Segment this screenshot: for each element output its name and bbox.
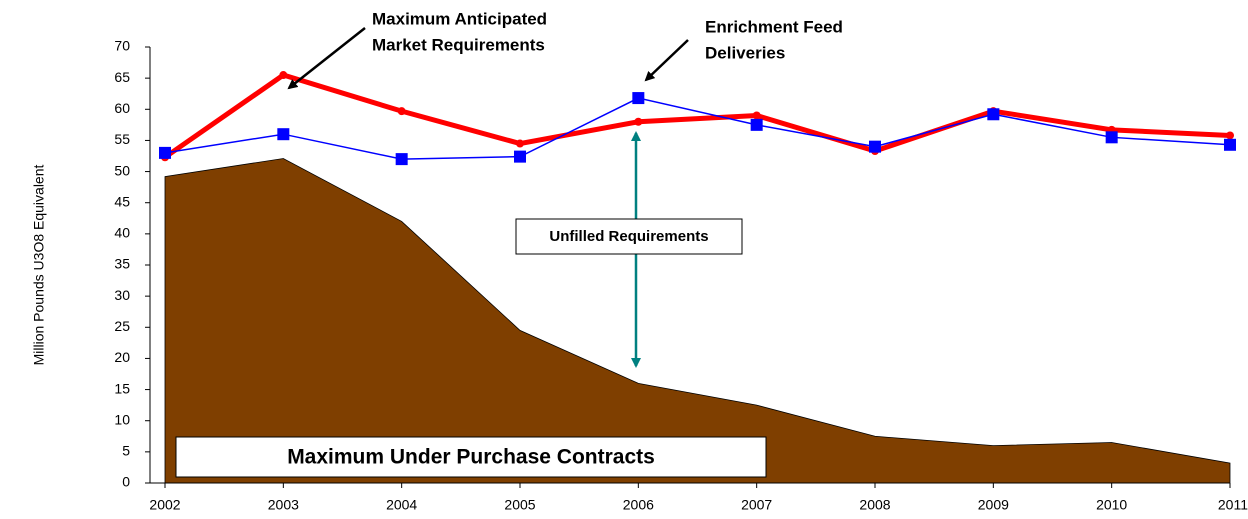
marker	[516, 139, 524, 148]
marker	[634, 117, 643, 126]
marker	[279, 71, 288, 80]
y-tick-label: 0	[122, 474, 130, 490]
x-tick-label: 2008	[859, 497, 890, 513]
x-tick-label: 2005	[504, 497, 535, 513]
annotation: Unfilled Requirements	[549, 228, 708, 245]
marker	[1226, 131, 1234, 140]
marker	[632, 92, 645, 105]
area	[164, 158, 1231, 484]
marker	[514, 150, 526, 163]
marker	[277, 128, 290, 141]
plot-area: 0 5 10 15 20 25 30 35 40 45 50 55 60 65 70 2002 2003 2004…	[114, 38, 1248, 513]
y-tick-label: 45	[114, 193, 130, 209]
x-tick-label: 2006	[623, 497, 654, 513]
y-tick-label: 55	[114, 131, 130, 147]
y-tick-label: 5	[122, 443, 130, 459]
y-tick-label: 35	[114, 256, 130, 272]
arrow	[287, 27, 366, 90]
arrow	[644, 39, 689, 82]
x-tick-label: 2002	[149, 497, 180, 513]
y-tick-label: 65	[114, 69, 130, 85]
y-tick-label: 40	[114, 225, 130, 241]
y-tick-label: 25	[114, 318, 130, 334]
line	[164, 97, 1231, 160]
annotation: Market Requirements	[372, 35, 545, 54]
marker	[395, 153, 408, 166]
marker	[987, 108, 1000, 121]
marker	[869, 140, 881, 153]
series-label: Maximum Under Purchase Contracts	[287, 446, 655, 469]
x-tick-label: 2004	[386, 497, 417, 513]
marker	[1224, 138, 1236, 151]
annotation: Enrichment Feed	[705, 17, 843, 36]
y-axis-label: Million Pounds U3O8 Equivalent	[31, 165, 47, 366]
x-tick-label: 2010	[1096, 497, 1127, 513]
x-tick-label: 2007	[741, 497, 772, 513]
y-tick-label: 50	[114, 162, 130, 178]
y-tick-label: 70	[114, 38, 130, 54]
marker	[750, 118, 763, 131]
series-label-box	[175, 436, 767, 478]
y-tick-label: 10	[114, 411, 130, 427]
y-tick-label: 15	[114, 380, 130, 396]
annotation: Maximum Anticipated	[372, 9, 547, 28]
marker	[159, 146, 171, 159]
marker	[752, 111, 761, 120]
annotation: Deliveries	[705, 43, 785, 62]
marker	[397, 107, 406, 116]
x-tick-label: 2009	[978, 497, 1009, 513]
x-tick-label: 2003	[268, 497, 299, 513]
line	[163, 72, 1231, 160]
x-tick-label: 2011	[1218, 497, 1248, 513]
y-tick-label: 20	[114, 349, 130, 365]
y-tick-label: 60	[114, 100, 130, 116]
annotation-box	[515, 218, 743, 255]
marker	[1105, 131, 1118, 144]
y-tick-label: 30	[114, 287, 130, 303]
